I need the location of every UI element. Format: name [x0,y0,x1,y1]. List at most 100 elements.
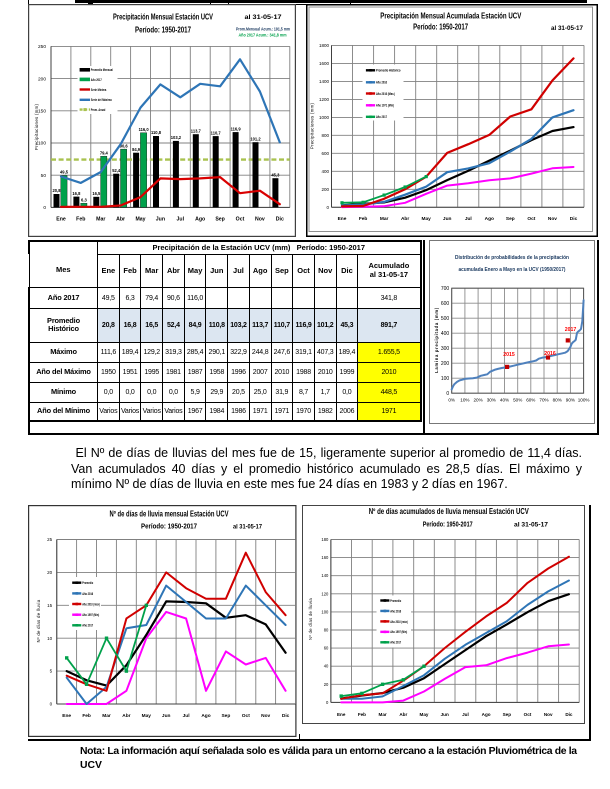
svg-text:80: 80 [323,628,328,633]
svg-text:Precipitación Mensual Estación: Precipitación Mensual Estación UCV [113,12,213,22]
svg-text:Ago: Ago [481,712,490,717]
svg-text:Jul: Jul [183,713,190,719]
svg-text:500: 500 [441,316,450,322]
svg-text:Dic: Dic [570,216,578,222]
svg-text:16,5: 16,5 [92,191,101,196]
svg-text:16,8: 16,8 [72,191,81,196]
svg-text:Distribución de probabilidades: Distribución de probabilidades de la pre… [455,255,569,261]
svg-text:Año 2010 (máx): Año 2010 (máx) [390,620,408,624]
svg-text:20,8: 20,8 [53,188,62,193]
svg-text:200: 200 [321,187,329,192]
svg-text:Jul: Jul [462,712,469,717]
svg-text:700: 700 [441,286,450,292]
svg-text:Nov: Nov [543,712,552,717]
svg-text:Nº de días acumulados de lluvi: Nº de días acumulados de lluvia mensual … [368,507,529,516]
svg-text:80%: 80% [553,398,562,403]
svg-text:Año 2016: Año 2016 [376,81,387,85]
svg-text:Dic: Dic [276,217,284,223]
svg-text:May: May [419,712,428,717]
svg-text:Nov: Nov [255,217,265,223]
svg-text:Período: 1950-2017: Período: 1950-2017 [413,22,468,32]
svg-text:0: 0 [446,391,449,397]
svg-text:60%: 60% [526,398,535,403]
svg-text:113,7: 113,7 [191,128,202,133]
svg-text:Abr: Abr [116,217,125,223]
svg-text:100%: 100% [578,398,590,403]
svg-text:Período: 1950-2017: Período: 1950-2017 [135,25,191,35]
svg-text:May: May [142,713,152,719]
svg-text:al 31-05-17: al 31-05-17 [514,523,549,529]
svg-text:101,2: 101,2 [250,136,261,141]
svg-text:Ago: Ago [195,217,205,223]
svg-text:Nº de días de lluvia: Nº de días de lluvia [36,599,41,642]
svg-text:1400: 1400 [319,79,330,84]
svg-text:Año 2017: Año 2017 [390,641,401,645]
svg-text:Feb: Feb [357,712,365,717]
svg-text:100: 100 [321,609,329,614]
svg-text:Año 2010 (máx): Año 2010 (máx) [82,602,100,606]
svg-text:Oct: Oct [236,217,245,223]
svg-text:Lamina precipitada (mm): Lamina precipitada (mm) [434,307,439,373]
svg-text:20: 20 [323,682,328,687]
svg-text:Jul: Jul [177,217,185,223]
svg-text:acumulada Enero a Mayo en la U: acumulada Enero a Mayo en la UCV (1950/2… [459,267,566,273]
svg-text:al 31-05-17: al 31-05-17 [551,25,584,32]
svg-text:30%: 30% [487,398,496,403]
svg-text:1000: 1000 [319,115,330,120]
svg-text:Feb: Feb [359,216,368,222]
svg-text:Abr: Abr [401,216,409,222]
svg-text:Prom. Anual: Prom. Anual [91,108,106,112]
svg-text:Jul: Jul [465,216,472,222]
svg-text:Año 2016: Año 2016 [82,592,93,596]
svg-text:2016: 2016 [544,351,556,357]
svg-text:Año 2010 (Max.): Año 2010 (Max.) [376,92,395,96]
svg-text:120: 120 [321,591,329,596]
svg-text:Ago: Ago [201,713,210,719]
svg-text:Ene: Ene [62,713,71,719]
svg-text:1600: 1600 [319,61,330,66]
svg-text:May: May [422,216,432,222]
svg-text:1200: 1200 [319,97,330,102]
svg-text:100: 100 [441,376,450,382]
svg-text:52,4: 52,4 [112,168,121,173]
svg-text:140: 140 [321,573,329,578]
svg-text:Mar: Mar [102,713,111,719]
svg-text:Mar: Mar [96,217,105,223]
svg-text:0: 0 [326,205,329,210]
svg-text:Promedio: Promedio [82,581,93,585]
svg-text:40: 40 [323,664,328,669]
svg-text:110,8: 110,8 [151,130,162,135]
svg-text:0: 0 [326,700,329,705]
svg-text:Feb: Feb [76,217,85,223]
svg-text:20: 20 [47,570,53,575]
svg-text:Jun: Jun [440,712,448,717]
svg-text:6,3: 6,3 [81,198,87,203]
svg-text:100: 100 [38,141,46,147]
svg-text:Sep: Sep [506,216,515,222]
svg-text:Año 1997 (Mín): Año 1997 (Mín) [390,630,407,634]
svg-text:160: 160 [321,555,329,560]
svg-text:Nov: Nov [548,216,557,222]
svg-text:Período: 1950-2017: Período: 1950-2017 [141,522,197,531]
svg-text:Oct: Oct [242,713,250,719]
svg-text:2017: 2017 [565,327,577,333]
svg-text:Mar: Mar [380,216,389,222]
svg-text:400: 400 [321,169,329,174]
svg-text:Año 2017 Acum.: 341,8 mm: Año 2017 Acum.: 341,8 mm [239,33,287,38]
svg-text:90%: 90% [566,398,575,403]
svg-text:60: 60 [323,646,328,651]
svg-text:Oct: Oct [523,712,531,717]
svg-text:40%: 40% [500,398,509,403]
svg-text:25: 25 [47,537,53,542]
svg-text:150: 150 [38,109,46,115]
svg-text:Promedio Histórico: Promedio Histórico [376,69,401,73]
svg-text:90,6: 90,6 [120,143,129,148]
svg-text:Precipitación Mensual Acumulad: Precipitación Mensual Acumulada Estación… [380,11,521,21]
svg-text:Ago: Ago [485,216,494,222]
svg-text:Abr: Abr [122,713,130,719]
svg-text:250: 250 [38,44,46,50]
svg-text:Nº de días de lluvia mensual E: Nº de días de lluvia mensual Estación UC… [110,510,230,519]
svg-text:110,7: 110,7 [211,130,222,135]
svg-text:Ene: Ene [338,216,347,222]
svg-text:al 31-05-17: al 31-05-17 [233,525,263,531]
